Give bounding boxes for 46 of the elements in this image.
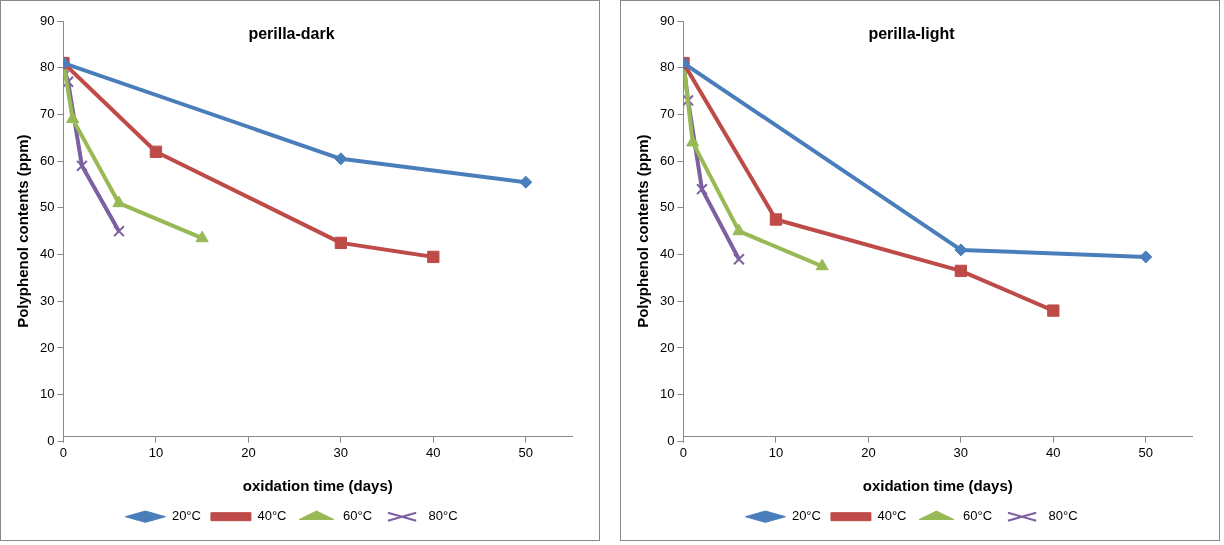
chart-title: perilla-light	[868, 25, 956, 43]
x-tick-label: 0	[59, 444, 68, 460]
y-tick-label: 30	[39, 292, 55, 308]
legend-label: 40°C	[257, 508, 287, 524]
legend-label: 20°C	[791, 508, 821, 524]
y-axis-title: Polyphenol contents (ppm)	[634, 134, 652, 328]
legend-label: 80°C	[1048, 508, 1078, 524]
chart-title: perilla-dark	[248, 25, 335, 43]
x-axis-title: oxidation time (days)	[242, 477, 393, 495]
y-axis-title: Polyphenol contents (ppm)	[14, 134, 32, 328]
x-tick-label: 20	[241, 444, 256, 460]
y-tick-label: 60	[39, 152, 55, 168]
x-tick-label: 20	[861, 444, 876, 460]
legend-label: 20°C	[171, 508, 201, 524]
y-tick-label: 40	[659, 246, 675, 262]
y-tick-label: 0	[47, 432, 55, 448]
y-tick-label: 50	[39, 199, 55, 215]
y-tick-label: 20	[659, 339, 675, 355]
y-tick-label: 0	[667, 432, 675, 448]
x-tick-label: 10	[768, 444, 784, 460]
y-tick-label: 50	[659, 199, 675, 215]
y-tick-label: 60	[659, 152, 675, 168]
x-tick-label: 50	[1138, 444, 1153, 460]
x-tick-label: 40	[426, 444, 441, 460]
legend-label: 40°C	[877, 508, 907, 524]
x-tick-label: 40	[1046, 444, 1061, 460]
x-axis-title: oxidation time (days)	[862, 477, 1013, 495]
y-tick-label: 10	[39, 386, 55, 402]
x-tick-label: 10	[148, 444, 164, 460]
legend-label: 60°C	[963, 508, 993, 524]
x-tick-label: 30	[953, 444, 969, 460]
y-tick-label: 70	[39, 106, 55, 121]
x-tick-label: 50	[518, 444, 533, 460]
y-tick-label: 20	[39, 339, 55, 355]
x-tick-label: 0	[679, 444, 688, 460]
y-tick-label: 90	[659, 12, 675, 28]
legend-label: 80°C	[428, 508, 458, 524]
y-tick-label: 90	[39, 12, 55, 28]
x-tick-label: 30	[333, 444, 349, 460]
y-tick-label: 80	[39, 59, 55, 75]
legend-label: 60°C	[343, 508, 373, 524]
y-tick-label: 10	[659, 386, 675, 402]
y-tick-label: 40	[39, 246, 55, 262]
y-tick-label: 80	[659, 59, 675, 75]
y-tick-label: 70	[659, 106, 675, 121]
y-tick-label: 30	[659, 292, 675, 308]
